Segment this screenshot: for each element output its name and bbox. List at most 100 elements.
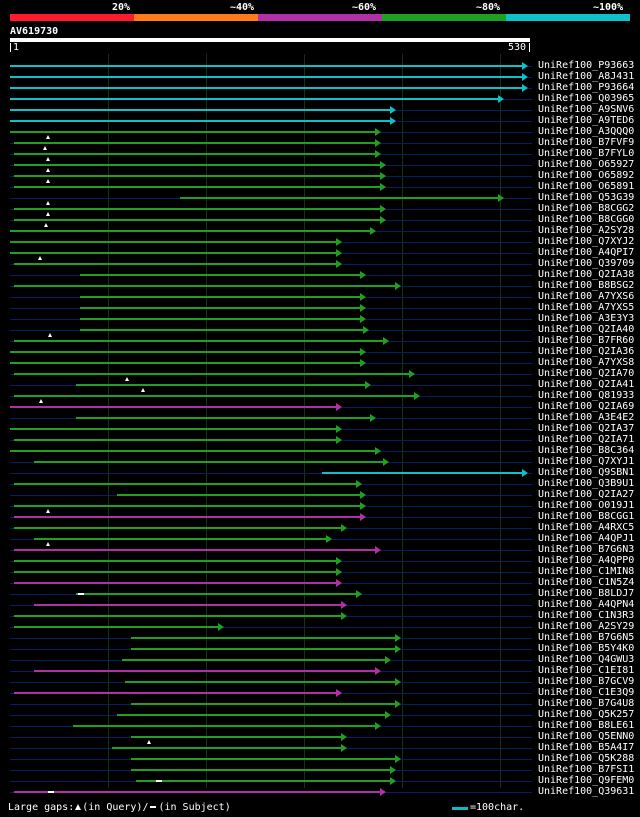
hit-arrow[interactable] [375, 139, 382, 147]
hit-arrow[interactable] [326, 535, 333, 543]
hit-label[interactable]: UniRef100_Q4GWU3 [538, 654, 635, 665]
hit-label[interactable]: UniRef100_B8C364 [538, 445, 635, 456]
hit-bar[interactable] [79, 296, 361, 298]
hit-label[interactable]: UniRef100_A9SNV6 [538, 104, 635, 115]
hit-bar[interactable] [10, 351, 361, 353]
hit-arrow[interactable] [360, 359, 367, 367]
hit-label[interactable]: UniRef100_Q2IA41 [538, 379, 635, 390]
hit-label[interactable]: UniRef100_B8LE61 [538, 720, 635, 731]
hit-bar[interactable] [13, 164, 380, 166]
hit-label[interactable]: UniRef100_A7YXS5 [538, 302, 635, 313]
hit-bar[interactable] [124, 681, 395, 683]
hit-label[interactable]: UniRef100_C1N3R3 [538, 610, 635, 621]
hit-arrow[interactable] [360, 315, 367, 323]
hit-arrow[interactable] [335, 579, 342, 587]
hit-arrow[interactable] [355, 590, 362, 598]
hit-bar[interactable] [131, 703, 395, 705]
hit-bar[interactable] [33, 461, 383, 463]
hit-label[interactable]: UniRef100_B8BSG2 [538, 280, 635, 291]
hit-label[interactable]: UniRef100_B8CGG1 [538, 511, 635, 522]
hit-label[interactable]: UniRef100_C1EI81 [538, 665, 635, 676]
hit-label[interactable]: UniRef100_A4QPI7 [538, 247, 635, 258]
hit-label[interactable]: UniRef100_B8LDJ7 [538, 588, 635, 599]
hit-bar[interactable] [13, 395, 415, 397]
hit-bar[interactable] [79, 329, 364, 331]
hit-arrow[interactable] [340, 733, 347, 741]
hit-arrow[interactable] [375, 128, 382, 136]
hit-arrow[interactable] [375, 722, 382, 730]
hit-arrow[interactable] [360, 293, 367, 301]
hit-arrow[interactable] [522, 73, 528, 81]
hit-arrow[interactable] [497, 95, 504, 103]
hit-arrow[interactable] [335, 568, 342, 576]
hit-bar[interactable] [75, 384, 366, 386]
hit-arrow[interactable] [360, 304, 367, 312]
hit-label[interactable]: UniRef100_B5A4I7 [538, 742, 635, 753]
hit-bar[interactable] [131, 769, 390, 771]
hit-label[interactable]: UniRef100_Q81933 [538, 390, 635, 401]
hit-arrow[interactable] [382, 337, 389, 345]
hit-bar[interactable] [33, 538, 327, 540]
hit-bar[interactable] [13, 516, 361, 518]
hit-label[interactable]: UniRef100_Q2IA69 [538, 401, 635, 412]
hit-bar[interactable] [13, 571, 336, 573]
hit-label[interactable]: UniRef100_Q2IA27 [538, 489, 635, 500]
hit-bar[interactable] [13, 483, 356, 485]
hit-arrow[interactable] [394, 755, 401, 763]
hit-arrow[interactable] [218, 623, 225, 631]
hit-label[interactable]: UniRef100_Q3B9U1 [538, 478, 635, 489]
hit-bar[interactable] [10, 450, 376, 452]
hit-label[interactable]: UniRef100_Q5K257 [538, 709, 635, 720]
hit-label[interactable]: UniRef100_B7FVF9 [538, 137, 635, 148]
hit-bar[interactable] [10, 362, 361, 364]
hit-arrow[interactable] [335, 403, 342, 411]
hit-arrow[interactable] [522, 62, 528, 70]
hit-bar[interactable] [136, 780, 390, 782]
hit-label[interactable]: UniRef100_A3QQQ0 [538, 126, 635, 137]
hit-label[interactable]: UniRef100_Q5K288 [538, 753, 635, 764]
hit-bar[interactable] [10, 120, 390, 122]
hit-arrow[interactable] [335, 249, 342, 257]
hit-bar[interactable] [79, 318, 361, 320]
hit-bar[interactable] [10, 428, 336, 430]
hit-label[interactable]: UniRef100_A4QPN4 [538, 599, 635, 610]
hit-arrow[interactable] [360, 491, 367, 499]
hit-label[interactable]: UniRef100_Q2IA40 [538, 324, 635, 335]
hit-label[interactable]: UniRef100_Q03965 [538, 93, 635, 104]
hit-arrow[interactable] [384, 656, 391, 664]
hit-bar[interactable] [10, 230, 371, 232]
hit-label[interactable]: UniRef100_A7YXS8 [538, 357, 635, 368]
hit-bar[interactable] [33, 670, 376, 672]
hit-bar[interactable] [13, 615, 341, 617]
hit-arrow[interactable] [409, 370, 416, 378]
hit-label[interactable]: UniRef100_B7G6N5 [538, 632, 635, 643]
hit-label[interactable]: UniRef100_B7G4U8 [538, 698, 635, 709]
hit-label[interactable]: UniRef100_B7FYL0 [538, 148, 635, 159]
hit-arrow[interactable] [394, 282, 401, 290]
hit-label[interactable]: UniRef100_A4RXC5 [538, 522, 635, 533]
hit-label[interactable]: UniRef100_Q7XYJ1 [538, 456, 635, 467]
hit-bar[interactable] [131, 648, 395, 650]
hit-bar[interactable] [10, 87, 522, 89]
hit-label[interactable]: UniRef100_A9TED6 [538, 115, 635, 126]
hit-arrow[interactable] [375, 447, 382, 455]
hit-bar[interactable] [13, 186, 380, 188]
hit-arrow[interactable] [365, 381, 372, 389]
hit-arrow[interactable] [340, 612, 347, 620]
hit-bar[interactable] [13, 692, 336, 694]
hit-bar[interactable] [111, 747, 341, 749]
hit-bar[interactable] [13, 208, 380, 210]
hit-arrow[interactable] [375, 667, 382, 675]
hit-arrow[interactable] [360, 513, 367, 521]
hit-label[interactable]: UniRef100_A3E4E2 [538, 412, 635, 423]
hit-label[interactable]: UniRef100_Q2IA37 [538, 423, 635, 434]
hit-bar[interactable] [13, 263, 336, 265]
hit-bar[interactable] [13, 219, 380, 221]
hit-arrow[interactable] [394, 634, 401, 642]
hit-label[interactable]: UniRef100_B8CGG2 [538, 203, 635, 214]
hit-arrow[interactable] [355, 480, 362, 488]
hit-label[interactable]: UniRef100_Q5ENN0 [538, 731, 635, 742]
hit-bar[interactable] [10, 65, 522, 67]
hit-bar[interactable] [13, 582, 336, 584]
hit-label[interactable]: UniRef100_Q9FEM0 [538, 775, 635, 786]
